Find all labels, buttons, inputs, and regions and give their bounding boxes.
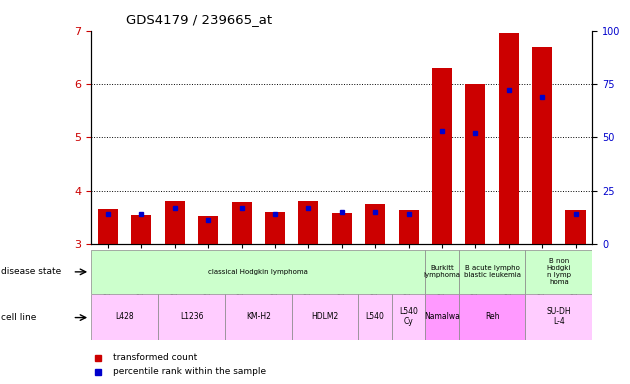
Text: L428: L428 [115,312,134,321]
Bar [292,294,358,340]
Text: Burkitt
lymphoma: Burkitt lymphoma [423,265,461,278]
Text: HDLM2: HDLM2 [311,312,339,321]
Text: L1236: L1236 [180,312,203,321]
Bar [299,201,318,244]
Bar [332,214,352,244]
Bar [91,294,158,340]
Bar [198,216,218,244]
Bar [158,294,225,340]
Text: GDS4179 / 239665_at: GDS4179 / 239665_at [126,13,272,26]
Bar [98,209,118,244]
Text: B non
Hodgki
n lymp
homa: B non Hodgki n lymp homa [547,258,571,285]
Bar [232,202,251,244]
Text: Namalwa: Namalwa [424,312,460,321]
Text: L540
Cy: L540 Cy [399,307,418,326]
Text: Reh: Reh [484,312,500,321]
Bar [525,294,592,340]
Text: disease state: disease state [1,267,61,276]
Text: cell line: cell line [1,313,36,322]
Text: SU-DH
L-4: SU-DH L-4 [546,307,571,326]
Bar [425,250,459,294]
Bar [165,201,185,244]
Bar [525,250,592,294]
Bar [399,210,418,244]
Bar [392,294,425,340]
Bar [132,215,151,244]
Bar [459,294,525,340]
Bar [532,47,552,244]
Text: KM-H2: KM-H2 [246,312,271,321]
Bar [432,68,452,244]
Bar [459,250,525,294]
Text: L540: L540 [366,312,384,321]
Text: classical Hodgkin lymphoma: classical Hodgkin lymphoma [209,269,308,275]
Bar [425,294,459,340]
Text: transformed count: transformed count [113,353,198,362]
Text: B acute lympho
blastic leukemia: B acute lympho blastic leukemia [464,265,520,278]
Bar [499,33,518,244]
Bar [365,204,385,244]
Bar [265,212,285,244]
Bar [466,84,485,244]
Bar [358,294,392,340]
Text: percentile rank within the sample: percentile rank within the sample [113,367,266,376]
Bar [91,250,425,294]
Bar [225,294,292,340]
Bar [566,210,585,244]
